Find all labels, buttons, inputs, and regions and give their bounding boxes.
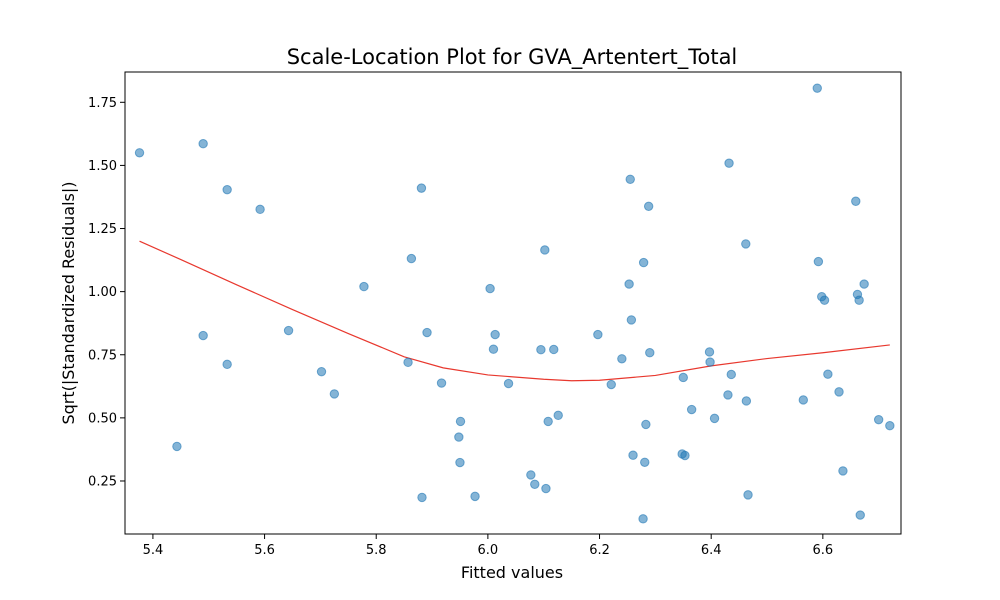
x-tick-label: 5.4 bbox=[143, 543, 164, 558]
chart-title: Scale-Location Plot for GVA_Artentert_To… bbox=[287, 45, 738, 70]
data-point bbox=[628, 450, 638, 460]
x-tick-label: 5.6 bbox=[254, 543, 275, 558]
data-point bbox=[549, 344, 559, 355]
data-point bbox=[705, 357, 715, 367]
plot-frame bbox=[124, 71, 902, 535]
data-point bbox=[823, 369, 833, 379]
data-point bbox=[134, 148, 145, 158]
y-tick-label: 1.50 bbox=[88, 159, 117, 174]
data-point bbox=[541, 483, 551, 494]
x-tick-label: 6.4 bbox=[701, 543, 722, 558]
data-point bbox=[403, 357, 413, 368]
data-point bbox=[488, 344, 499, 354]
data-point bbox=[490, 329, 500, 340]
data-point bbox=[812, 83, 822, 93]
data-point bbox=[851, 196, 861, 206]
points-layer bbox=[134, 83, 895, 524]
data-point bbox=[470, 491, 480, 502]
y-axis-ticks: 0.25 0.50 0.75 1.00 1.25 1.50 1.75 bbox=[88, 96, 125, 489]
trend-layer bbox=[139, 240, 890, 382]
data-point bbox=[530, 479, 540, 489]
data-point bbox=[743, 490, 753, 500]
data-point bbox=[417, 492, 427, 503]
x-tick-label: 6.6 bbox=[812, 543, 833, 558]
data-point bbox=[724, 158, 734, 168]
data-point bbox=[798, 395, 808, 405]
x-tick-label: 5.8 bbox=[366, 543, 387, 558]
data-point bbox=[606, 379, 616, 390]
x-axis-ticks: 5.4 5.6 5.8 6.0 6.2 6.4 6.6 bbox=[143, 534, 833, 558]
data-point bbox=[617, 354, 627, 364]
data-point bbox=[406, 253, 417, 264]
y-tick-label: 0.75 bbox=[88, 348, 117, 363]
data-point bbox=[503, 378, 514, 389]
data-point bbox=[526, 470, 536, 480]
data-point bbox=[723, 390, 733, 400]
data-point bbox=[455, 416, 466, 427]
data-point bbox=[329, 389, 340, 399]
y-tick-label: 1.75 bbox=[88, 96, 117, 111]
data-point bbox=[198, 330, 208, 341]
y-tick-label: 0.50 bbox=[88, 411, 117, 426]
y-tick-label: 1.25 bbox=[88, 222, 117, 237]
data-point bbox=[540, 245, 550, 255]
data-point bbox=[222, 359, 232, 370]
data-point bbox=[838, 466, 848, 476]
data-point bbox=[454, 432, 464, 442]
data-point bbox=[885, 421, 895, 431]
y-tick-label: 1.00 bbox=[88, 285, 117, 300]
data-point bbox=[416, 183, 427, 193]
data-point bbox=[834, 387, 844, 397]
data-point bbox=[645, 348, 655, 358]
y-axis-label: Sqrt(|Standardized Residuals|) bbox=[59, 181, 78, 424]
x-axis-label: Fitted values bbox=[461, 563, 563, 582]
data-point bbox=[543, 416, 553, 427]
data-point bbox=[704, 347, 715, 357]
data-point bbox=[422, 327, 432, 338]
data-point bbox=[455, 457, 465, 468]
data-point bbox=[593, 329, 603, 340]
data-point bbox=[316, 366, 327, 377]
data-point bbox=[436, 378, 447, 388]
data-point bbox=[172, 441, 182, 452]
data-point bbox=[553, 410, 563, 421]
data-point bbox=[624, 279, 634, 289]
data-point bbox=[709, 413, 720, 424]
data-point bbox=[741, 396, 752, 406]
data-point bbox=[741, 239, 751, 249]
x-tick-label: 6.2 bbox=[589, 543, 610, 558]
data-point bbox=[198, 139, 208, 149]
data-point bbox=[283, 325, 294, 336]
data-point bbox=[686, 404, 697, 415]
data-point bbox=[485, 283, 495, 294]
data-point bbox=[873, 414, 884, 425]
data-point bbox=[680, 450, 690, 461]
data-point bbox=[626, 315, 637, 325]
data-point bbox=[678, 372, 688, 383]
data-point bbox=[359, 281, 369, 292]
data-point bbox=[638, 257, 649, 268]
data-point bbox=[255, 204, 265, 215]
data-point bbox=[641, 419, 651, 430]
data-point bbox=[819, 295, 830, 305]
data-point bbox=[640, 457, 650, 467]
data-point bbox=[222, 184, 232, 195]
lowess-trend-line bbox=[139, 240, 890, 382]
y-tick-label: 0.25 bbox=[88, 474, 117, 489]
data-point bbox=[855, 510, 865, 520]
data-point bbox=[536, 345, 546, 355]
data-point bbox=[625, 174, 635, 185]
data-point bbox=[726, 369, 736, 380]
data-point bbox=[813, 256, 824, 267]
data-point bbox=[638, 514, 648, 524]
data-point bbox=[859, 279, 869, 289]
data-point bbox=[854, 295, 864, 305]
data-point bbox=[643, 201, 654, 212]
x-tick-label: 6.0 bbox=[478, 543, 499, 558]
